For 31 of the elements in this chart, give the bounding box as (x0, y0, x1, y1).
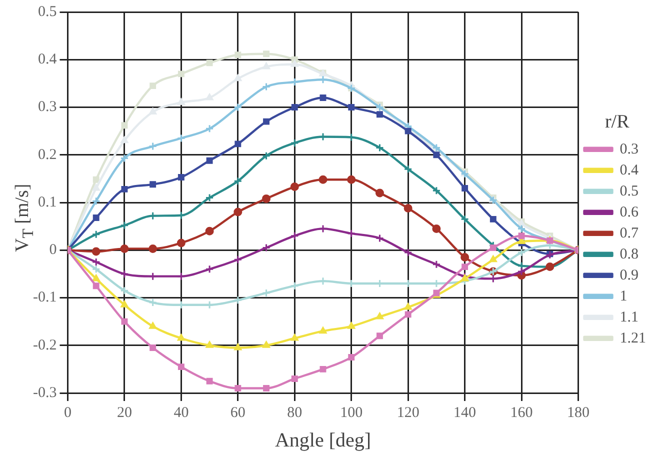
legend-label: 0.9 (620, 267, 638, 284)
x-tick-label: 60 (230, 404, 246, 421)
legend-title: r/R (604, 112, 630, 133)
legend-label: 0.3 (620, 141, 638, 158)
y-tick-label: 0.4 (38, 52, 58, 68)
legend-label: 0.4 (620, 162, 639, 178)
x-tick-label: 0 (64, 404, 72, 421)
legend-label: 0.5 (620, 183, 638, 200)
x-axis-title: Angle [deg] (274, 429, 372, 452)
x-tick-label: 160 (510, 404, 533, 421)
y-tick-label: 0 (49, 242, 57, 258)
y-tick-label: -0.1 (32, 290, 57, 306)
x-tick-label: 100 (340, 404, 363, 421)
legend-label: 1.21 (620, 330, 646, 346)
x-tick-label: 120 (396, 404, 420, 421)
y-tick-label: -0.2 (32, 337, 57, 354)
x-tick-label: 180 (567, 404, 590, 421)
y-tick-label: -0.3 (32, 384, 57, 401)
x-tick-label: 40 (174, 404, 189, 421)
x-tick-label: 20 (116, 404, 132, 421)
y-tick-label: 0.5 (38, 4, 57, 20)
x-tick-label: 140 (454, 404, 476, 421)
y-tick-label: 0.3 (38, 99, 57, 116)
x-tick-label: 80 (287, 404, 302, 421)
y-tick-label: 0.1 (38, 194, 57, 210)
legend-label: 1.1 (620, 309, 638, 326)
legend-label: 0.7 (620, 225, 639, 242)
legend-label: 1 (620, 288, 628, 304)
legend-label: 0.6 (620, 204, 639, 220)
y-tick-label: 0.2 (38, 146, 57, 163)
legend-label: 0.8 (620, 246, 638, 262)
